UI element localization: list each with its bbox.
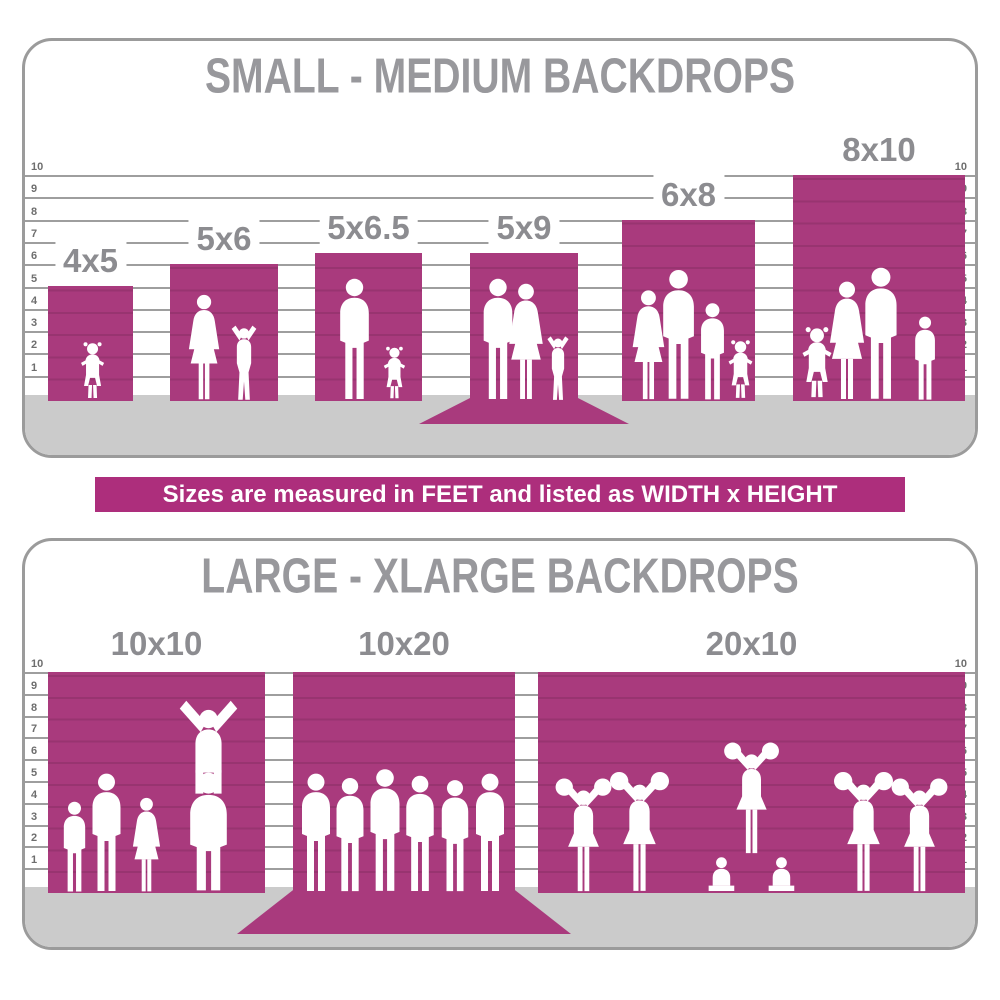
silhouette-group-20x10 xyxy=(555,742,948,892)
backdrop-size-label: 5x9 xyxy=(488,208,560,248)
person-silhouette-man xyxy=(915,316,935,400)
person-silhouette-woman xyxy=(632,290,665,400)
person-silhouette-cheer xyxy=(610,771,669,891)
person-silhouette-armsup xyxy=(547,336,569,400)
person-silhouette-toddler xyxy=(802,327,832,398)
tick-label-left: 7 xyxy=(31,228,38,240)
sizes-note-banner: Sizes are measured in FEET and listed as… xyxy=(95,477,905,512)
backdrop-size-label: 10x20 xyxy=(350,624,458,664)
panel-title: SMALL - MEDIUM BACKDROPS xyxy=(204,48,796,104)
silhouette-group-6x8 xyxy=(632,269,753,400)
tick-label-left: 8 xyxy=(31,206,38,218)
person-silhouette-man xyxy=(483,278,513,399)
person-silhouette-woman xyxy=(829,281,865,399)
tick-label-left: 4 xyxy=(31,295,38,307)
tick-label-right: 10 xyxy=(954,658,967,670)
tick-label-left: 7 xyxy=(31,723,38,735)
backdrop-bar-5x6 xyxy=(170,264,278,401)
person-silhouette-man xyxy=(336,777,364,892)
person-silhouette-man xyxy=(441,780,469,892)
tick-label-left: 3 xyxy=(31,811,38,823)
backdrop-size-label: 10x10 xyxy=(102,624,211,664)
person-silhouette-toddler xyxy=(81,342,105,398)
person-silhouette-kneel xyxy=(768,857,795,891)
tick-label-left: 6 xyxy=(31,745,38,757)
person-silhouette-man xyxy=(63,801,86,892)
backdrop-size-label: 8x10 xyxy=(834,130,924,170)
tick-label-left: 10 xyxy=(31,161,44,173)
person-silhouette-man xyxy=(302,773,330,892)
person-silhouette-man xyxy=(340,278,369,399)
tick-label-left: 2 xyxy=(31,339,38,351)
person-silhouette-man xyxy=(663,269,694,399)
backdrop-bar-5x6.5 xyxy=(315,253,422,401)
person-silhouette-woman xyxy=(132,797,161,892)
backdrop-size-label: 20x10 xyxy=(697,624,806,664)
panel-title: LARGE - XLARGE BACKDROPS xyxy=(201,548,799,604)
person-silhouette-cheer xyxy=(834,771,893,891)
person-silhouette-man xyxy=(476,773,504,892)
backdrop-bar-6x8 xyxy=(622,220,755,401)
tick-label-right: 10 xyxy=(954,161,967,173)
person-silhouette-man xyxy=(406,775,434,892)
silhouette-group-5x9 xyxy=(483,278,569,400)
tick-label-left: 6 xyxy=(31,250,38,262)
person-silhouette-man xyxy=(865,267,897,399)
person-silhouette-armsup xyxy=(231,325,257,400)
silhouette-group-4x5 xyxy=(81,342,105,398)
person-silhouette-cheer xyxy=(891,778,948,892)
tick-label-left: 10 xyxy=(31,658,44,670)
person-silhouette-kneel xyxy=(708,857,735,891)
backdrop-size-label: 5x6 xyxy=(188,219,260,259)
person-silhouette-man xyxy=(701,303,724,400)
backdrop-bar-20x10 xyxy=(538,672,965,893)
tick-label-left: 1 xyxy=(31,362,38,374)
person-silhouette-cheer xyxy=(555,778,612,892)
backdrop-bar-5x9 xyxy=(470,253,578,401)
gridline xyxy=(25,175,975,177)
tick-label-left: 9 xyxy=(31,680,38,692)
sizes-note-text: Sizes are measured in FEET and listed as… xyxy=(162,480,838,508)
person-silhouette-man xyxy=(92,773,121,892)
person-silhouette-duo xyxy=(179,700,238,891)
backdrop-bar-10x20 xyxy=(293,672,515,893)
person-silhouette-toddler xyxy=(383,346,406,399)
panel-small-medium: SMALL - MEDIUM BACKDROPS 101099887766554… xyxy=(22,38,978,458)
silhouette-group-10x20 xyxy=(302,769,504,892)
tick-label-left: 3 xyxy=(31,317,38,329)
person-silhouette-man xyxy=(370,769,400,891)
silhouette-group-8x10 xyxy=(802,267,935,400)
person-silhouette-woman xyxy=(509,283,543,400)
tick-label-left: 1 xyxy=(31,854,38,866)
silhouette-group-10x10 xyxy=(63,700,238,892)
backdrop-bar-4x5 xyxy=(48,286,133,401)
tick-label-left: 8 xyxy=(31,702,38,714)
backdrop-bar-10x10 xyxy=(48,672,265,893)
tick-label-left: 4 xyxy=(31,789,38,801)
tick-label-left: 5 xyxy=(31,273,38,285)
backdrop-size-label: 5x6.5 xyxy=(319,208,418,248)
silhouette-group-5x6.5 xyxy=(340,278,406,399)
tick-label-left: 9 xyxy=(31,183,38,195)
gridline xyxy=(25,197,975,199)
backdrop-size-label: 4x5 xyxy=(54,241,127,281)
backdrop-size-label: 6x8 xyxy=(652,175,725,215)
person-silhouette-toddler xyxy=(728,340,753,398)
tick-label-left: 2 xyxy=(31,832,38,844)
silhouette-group-5x6 xyxy=(188,294,257,400)
floor-sweep xyxy=(237,890,571,934)
backdrop-bar-8x10 xyxy=(793,175,965,401)
person-silhouette-woman xyxy=(188,294,220,400)
panel-large-xlarge: LARGE - XLARGE BACKDROPS 101099887766554… xyxy=(22,538,978,950)
person-silhouette-cheer xyxy=(724,742,779,854)
tick-label-left: 5 xyxy=(31,767,38,779)
